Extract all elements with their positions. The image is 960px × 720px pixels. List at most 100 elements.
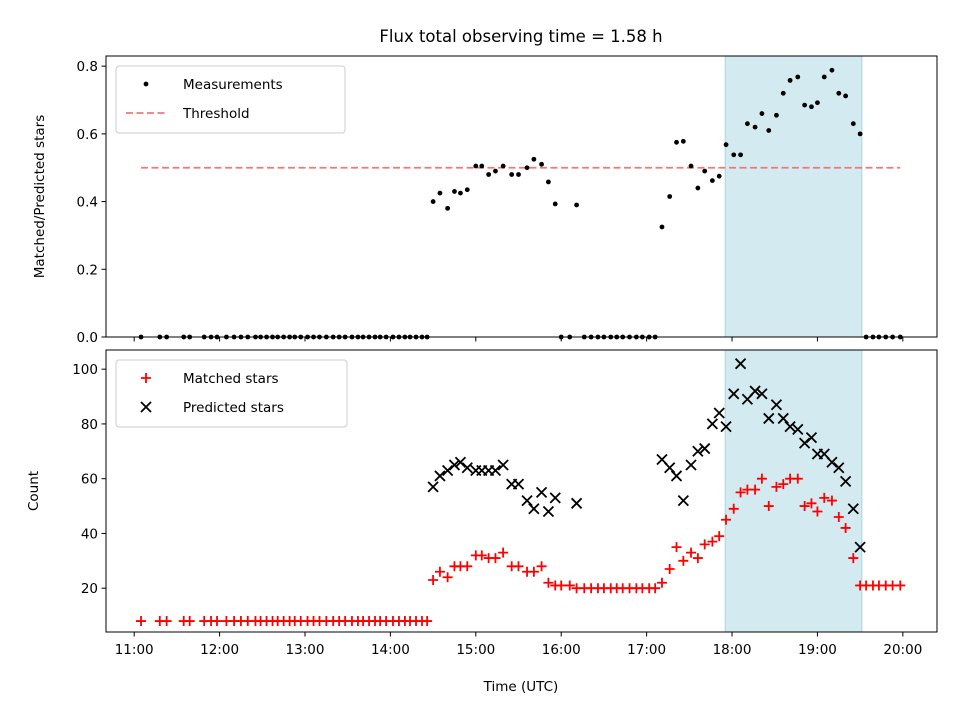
measurements-point (702, 168, 708, 174)
measurements-point (516, 172, 521, 177)
matched-stars-point (771, 481, 782, 492)
measurements-point (688, 163, 694, 169)
matched-stars-point (212, 616, 223, 627)
measurements-point (680, 138, 686, 144)
matched-stars-point (714, 531, 725, 542)
matched-stars-point (778, 479, 789, 490)
predicted-stars-point (826, 456, 838, 468)
predicted-stars-point (434, 470, 446, 482)
ratio-highlight-span (724, 55, 863, 338)
measurements-point (452, 189, 457, 194)
measurements-point (674, 139, 679, 145)
measurements-point (780, 90, 786, 96)
measurements-point (857, 131, 863, 137)
measurements-point (850, 121, 856, 127)
predicted-stars-point (677, 494, 689, 507)
x-tick-label: 17:00 (627, 642, 666, 658)
predicted-stars-point (535, 486, 548, 499)
measurements-point (744, 121, 750, 127)
measurements-point (752, 124, 758, 130)
matched-stars-point (498, 547, 509, 558)
matched-stars-point (528, 566, 539, 577)
matched-stars-point (686, 547, 697, 558)
measurements-point (843, 93, 849, 99)
matched-stars-point (763, 501, 774, 512)
measurements-point (787, 77, 793, 83)
predicted-stars-point (749, 385, 761, 397)
matched-stars-point (664, 564, 675, 575)
measurements-point (731, 152, 737, 158)
matched-stars-point (462, 561, 473, 572)
measurements-point (479, 163, 485, 169)
matched-stars-point (564, 580, 575, 591)
predicted-stars-point (699, 442, 711, 455)
predicted-stars-point (461, 462, 473, 474)
legend-label: Matched stars (183, 371, 279, 387)
matched-stars-point (792, 473, 803, 484)
legend-swatch (143, 81, 149, 87)
predicted-stars-point (770, 399, 783, 411)
predicted-stars-point (713, 407, 725, 419)
matched-stars-point (422, 616, 433, 627)
measurements-point (759, 111, 765, 116)
measurements-point (723, 142, 729, 148)
predicted-stars-point (692, 445, 704, 457)
predicted-stars-point (685, 459, 697, 471)
x-tick-label: 15:00 (456, 642, 495, 658)
measurements-point (659, 224, 665, 230)
matched-stars-point (819, 492, 830, 503)
legend-label: Measurements (183, 77, 283, 93)
predicted-stars-point (427, 481, 439, 493)
x-tick-label: 16:00 (542, 642, 581, 658)
predicted-stars-point (784, 421, 796, 433)
count-y-tick-label: 80 (81, 417, 98, 433)
predicted-stars-point (454, 456, 467, 468)
matched-stars-point (536, 561, 547, 572)
predicted-stars-point (441, 464, 454, 477)
measurements-point (509, 172, 515, 177)
legend-label: Predicted stars (183, 400, 284, 416)
predicted-stars-point (798, 437, 811, 449)
chart-title: Flux total observing time = 1.58 h (379, 27, 662, 46)
x-tick-label: 11:00 (115, 642, 154, 658)
legend-swatch (141, 373, 151, 383)
ratio-y-tick-label: 0.4 (77, 195, 98, 211)
ratio-y-tick-label: 0.8 (77, 59, 98, 75)
predicted-stars-point (734, 358, 747, 370)
predicted-stars-point (777, 412, 789, 425)
x-tick-label: 12:00 (200, 642, 239, 658)
measurements-point (500, 163, 506, 169)
matched-stars-point (490, 553, 501, 564)
x-tick-label: 14:00 (371, 642, 410, 658)
matched-stars-point (699, 539, 710, 550)
x-axis-label: Time (UTC) (483, 679, 559, 695)
matched-stars-point (735, 487, 746, 498)
predicted-stars-point (570, 497, 583, 509)
matched-stars-point (656, 577, 667, 588)
matched-stars-point (826, 495, 837, 506)
count-highlight-span (724, 349, 863, 633)
measurements-point (738, 152, 743, 158)
predicted-stars-point (763, 412, 775, 425)
predicted-stars-point (549, 492, 561, 504)
measurements-point (667, 194, 673, 199)
measurements-point (695, 185, 701, 191)
ratio-y-tick-label: 0.0 (77, 330, 98, 346)
measurements-point (836, 90, 842, 96)
count-y-tick-label: 20 (81, 581, 98, 597)
predicted-stars-point (792, 423, 804, 436)
measurements-point (437, 190, 443, 196)
matched-stars-point (806, 498, 817, 509)
ratio-y-axis-label: Matched/Predicted stars (32, 115, 48, 278)
matched-stars-point (543, 577, 554, 588)
predicted-stars-point (542, 505, 555, 518)
matched-stars-point (756, 473, 767, 484)
predicted-stars-point (833, 462, 845, 474)
measurements-point (809, 104, 814, 110)
matched-stars-point (136, 616, 147, 627)
ratio-y-tick-label: 0.6 (77, 127, 98, 143)
matched-stars-point (434, 566, 445, 577)
count-y-tick-label: 100 (72, 362, 98, 378)
count-panel: 20 40 60 80 100 11:00 12:00 13:00 14:00 15:00 16:0… (26, 349, 938, 658)
measurements-point (795, 74, 801, 80)
